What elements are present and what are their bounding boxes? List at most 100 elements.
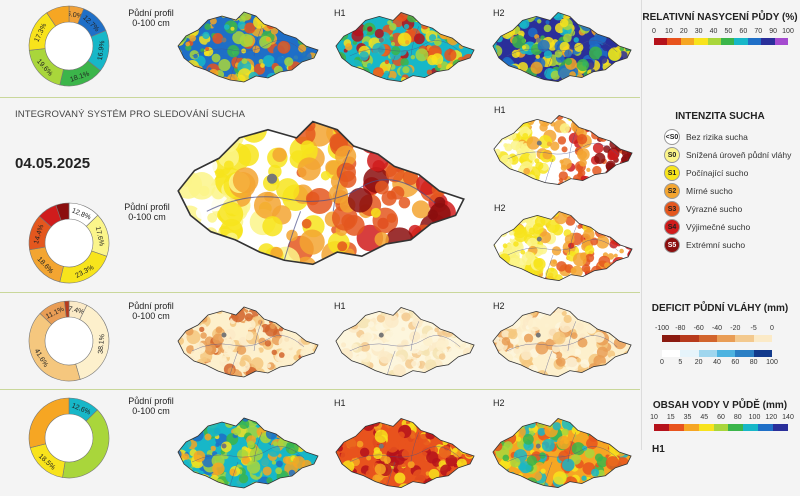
donut-segment: [64, 300, 70, 318]
legend-swatch: [662, 335, 681, 342]
legend-tick: -40: [711, 325, 723, 332]
legend-tick: -80: [675, 325, 686, 332]
water-map-h1: [335, 418, 475, 488]
legend-swatch: [758, 424, 774, 431]
deficit-h2-label: H2: [493, 301, 505, 311]
drought-class-item: S3 Výrazné sucho: [664, 201, 742, 217]
saturation-legend-title: RELATIVNÍ NASYCENÍ PŮDY (%): [642, 12, 798, 23]
drought-class-item: S4 Výjimečné sucho: [664, 219, 750, 235]
legend-swatch: [717, 335, 736, 342]
saturation-map-h2: [492, 12, 632, 82]
legend-tick: 15: [666, 414, 675, 421]
divider: [0, 292, 640, 293]
drought-class-label: Výjimečné sucho: [686, 222, 751, 232]
deficit-map-h2: [492, 307, 632, 377]
donut-segment: [28, 397, 70, 449]
legend-tick: 10: [664, 28, 673, 35]
drought-h1-label: H1: [494, 105, 506, 115]
legend-tick: 60: [731, 359, 740, 366]
legend-tick: 10: [650, 414, 658, 421]
drought-h2-label: H2: [494, 203, 506, 213]
soil-saturation-panel: 6.0% 12.7% 16.9% 18.1% 19.6% 17.3% Půdní prof…: [0, 0, 800, 98]
saturation-donut: 6.0%12.7%16.9%18.1%19.6%17.3%: [28, 5, 110, 87]
legend-tick: 20: [679, 28, 688, 35]
legend-divider: [641, 0, 642, 450]
legend-tick: 100: [748, 414, 761, 421]
legend-swatch: [774, 38, 789, 45]
drought-class-badge: S0: [664, 147, 680, 163]
legend-swatch: [753, 335, 773, 342]
legend-tick: 60: [717, 414, 725, 421]
drought-class-badge: S5: [664, 237, 680, 253]
donut-segment-label: 38.1%: [97, 334, 106, 354]
legend-swatch: [773, 424, 789, 431]
drought-class-label: Výrazné sucho: [686, 204, 743, 214]
drought-class-badge: S1: [664, 165, 680, 181]
drought-class-item: S5 Extrémní sucho: [664, 237, 745, 253]
legend-swatch: [698, 424, 715, 431]
drought-class-label: Počínající sucho: [686, 168, 749, 178]
legend-swatch: [747, 38, 762, 45]
legend-tick: 80: [749, 359, 758, 366]
legend-tick: 5: [678, 359, 683, 366]
legend-tick: 90: [769, 28, 778, 35]
legend-tick: 120: [765, 414, 778, 421]
drought-class-item: S2 Mírné sucho: [664, 183, 733, 199]
legend-tick: 80: [733, 414, 742, 421]
water-legend-title: OBSAH VODY V PŮDĚ (mm): [652, 400, 788, 411]
legend-swatch: [743, 424, 759, 431]
water-h2-label: H2: [493, 398, 505, 408]
legend-tick: 30: [694, 28, 703, 35]
legend-tick: 60: [739, 28, 748, 35]
deficit-legend-title: DEFICIT PŮDNÍ VLÁHY (mm): [651, 303, 789, 314]
drought-class-badge: S2: [664, 183, 680, 199]
legend-swatch: [694, 38, 709, 45]
system-title: INTEGROVANÝ SYSTÉM PRO SLEDOVÁNÍ SUCHA: [15, 109, 246, 120]
legend-swatch: [707, 38, 722, 45]
legend-tick: 35: [683, 414, 692, 421]
legend-swatch: [680, 38, 695, 45]
deficit-h1-label: H1: [334, 301, 346, 311]
saturation-h1-label: H1: [334, 8, 346, 18]
legend-tick: 50: [724, 28, 733, 35]
water-map-current: [177, 417, 319, 489]
legend-tick: -5: [750, 325, 757, 332]
legend-swatch: [735, 350, 755, 357]
donut-segment-label: 7.4%: [68, 306, 85, 316]
legend-tick: 0: [652, 28, 656, 35]
legend-tick: 0: [660, 359, 664, 366]
drought-class-item: <S0 Bez rizika sucha: [664, 129, 748, 145]
drought-intensity-panel: INTEGROVANÝ SYSTÉM PRO SLEDOVÁNÍ SUCHA 0…: [0, 99, 800, 292]
drought-donut: 12.8%17.6%23.3%18.6%14.4%: [28, 202, 110, 284]
donut-segment-label: 16.9%: [97, 40, 107, 61]
legend-swatch: [654, 38, 668, 45]
water-h1-label: H1: [334, 398, 346, 408]
water-donut: 12.6%18.5%: [28, 397, 110, 479]
deficit-map-current: [177, 306, 319, 378]
legend-swatch: [713, 424, 729, 431]
legend-swatch: [734, 38, 749, 45]
legend-tick: -20: [730, 325, 741, 332]
drought-legend-title: INTENZITA SUCHA: [675, 111, 765, 122]
water-content-panel: 12.6% 18.5% Půdní profil 0-100 cm H1 H2 O…: [0, 390, 800, 489]
saturation-profile-label: Půdní profil 0-100 cm: [128, 8, 174, 28]
drought-class-label: Snížená úroveň půdní vláhy: [686, 150, 792, 160]
deficit-profile-label: Půdní profil 0-100 cm: [128, 301, 174, 321]
legend-tick: -60: [693, 325, 704, 332]
drought-profile-label: Půdní profil 0-100 cm: [124, 202, 170, 222]
legend-swatch: [717, 350, 736, 357]
legend-tick: 70: [754, 28, 763, 35]
donut-segment: [46, 5, 70, 27]
legend-tick: 40: [709, 28, 718, 35]
legend-swatch: [721, 38, 735, 45]
legend-swatch: [680, 350, 700, 357]
legend-swatch: [683, 424, 700, 431]
drought-class-badge: S4: [664, 219, 680, 235]
legend-swatch: [698, 335, 718, 342]
drought-class-item: S0 Snížená úroveň půdní vláhy: [664, 147, 791, 163]
divider: [0, 389, 640, 390]
legend-swatch: [728, 424, 744, 431]
legend-swatch: [662, 350, 681, 357]
saturation-h2-label: H2: [493, 8, 505, 18]
legend-tick: 140: [782, 414, 794, 421]
